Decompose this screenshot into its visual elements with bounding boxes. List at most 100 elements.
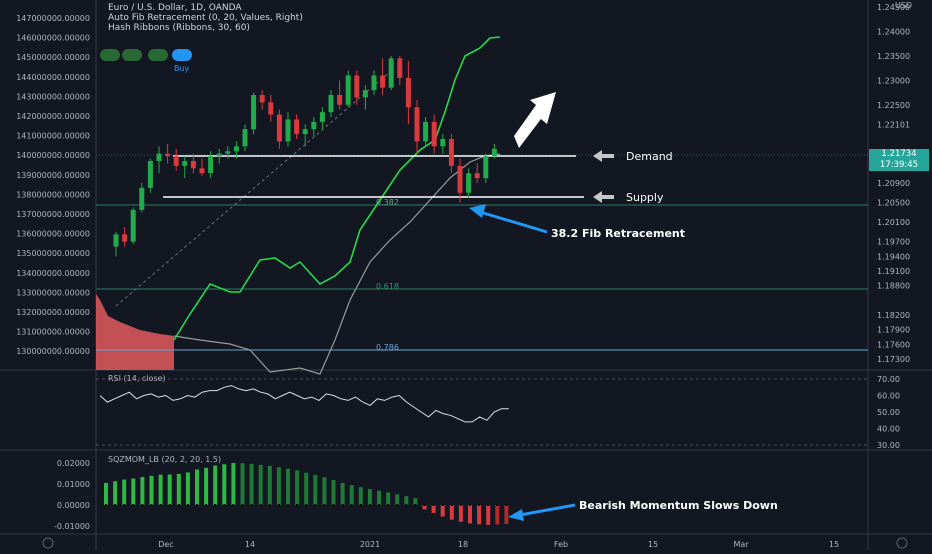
symbol-legend[interactable]: Euro / U.S. Dollar, 1D, OANDA (108, 3, 242, 13)
momentum-note-arrow-shaft (519, 503, 576, 517)
hash-ribbons-legend[interactable]: Hash Ribbons (Ribbons, 30, 60) (108, 23, 250, 33)
candle-body (345, 75, 351, 105)
sqzmom-zero-dot (432, 504, 435, 506)
time-axis-label: Mar (733, 540, 749, 549)
candle-body (414, 107, 420, 142)
sqzmom-bar (258, 464, 263, 505)
sqzmom-zero-dot (268, 504, 271, 506)
sqzmom-zero-dot (159, 504, 162, 506)
sqzmom-zero-dot (186, 504, 189, 506)
demand-label: Demand (626, 150, 673, 163)
sqzmom-bar (313, 474, 318, 505)
hash-ribbon-green-line (173, 36, 501, 341)
left-axis-label: 145000000.00000 (16, 53, 90, 62)
right-axis-label: 1.17300 (877, 355, 910, 364)
sqzmom-bar (449, 505, 454, 520)
sqzmom-bar (468, 505, 472, 524)
rsi-axis-label: 30.00 (877, 441, 900, 450)
sqzmom-zero-dot (241, 504, 244, 506)
right-axis-label: 1.20500 (877, 199, 910, 208)
candle-body (294, 119, 300, 135)
candle-body (113, 234, 119, 247)
scale-corner-icon[interactable] (896, 537, 908, 549)
right-axis-label: 1.19100 (877, 267, 910, 276)
ribbon-pill-3 (148, 49, 168, 61)
fib-label-0786: 0.786 (376, 343, 399, 352)
sqzmom-zero-dot (414, 504, 417, 506)
sqzmom-zero-dot (114, 504, 117, 506)
rsi-axis-label: 40.00 (877, 425, 900, 434)
rsi-axis: 70.00 60.00 50.00 40.00 30.00 (877, 375, 900, 450)
candle-body (251, 95, 257, 130)
sqzmom-bar (276, 467, 281, 505)
sqzmom-bar (395, 494, 400, 505)
left-axis-label: 133000000.00000 (16, 288, 90, 297)
right-axis-label: 1.19700 (877, 238, 910, 247)
right-axis-label: 1.19400 (877, 252, 910, 261)
sqzmom-bar (222, 464, 227, 505)
sqzmom-zero-dot (459, 504, 462, 506)
time-axis[interactable]: Dec 14 2021 18 Feb 15 Mar 15 (158, 540, 839, 549)
sqzmom-bar (286, 468, 290, 505)
ribbon-pill-1 (100, 49, 120, 61)
sqzmom-bar (486, 505, 491, 525)
sqzmom-bar (422, 505, 427, 510)
sqzmom-bar (295, 470, 300, 505)
settings-corner-icon[interactable] (42, 537, 54, 549)
right-axis-label: 1.22101 (877, 120, 910, 129)
sqzmom-bar (404, 496, 409, 505)
sqzmom-zero-dot (132, 504, 135, 506)
left-axis-label: 147000000.00000 (16, 14, 90, 23)
fib-note-arrow-icon (469, 204, 486, 218)
rsi-axis-label: 70.00 (877, 375, 900, 384)
supply-arrow-icon (593, 191, 614, 203)
right-axis-unit: USD (895, 1, 912, 10)
sqzmom-zero-dot (205, 504, 208, 506)
fib-indicator-legend[interactable]: Auto Fib Retracement (0, 20, Values, Rig… (108, 13, 303, 23)
candle-body (199, 168, 205, 174)
candle-body (173, 156, 179, 166)
sqzmom-zero-dot (387, 504, 390, 506)
candle-body (337, 95, 343, 105)
sqzmom-zero-dot (350, 504, 353, 506)
time-axis-label: 14 (245, 540, 255, 549)
sqzmom-bar (431, 505, 436, 513)
candle-body (268, 102, 274, 115)
sqzmom-zero-dot (332, 504, 335, 506)
candle-body (440, 139, 446, 147)
fib-retracement-note: 38.2 Fib Retracement (551, 227, 685, 240)
sqzmom-bar (458, 505, 463, 522)
left-axis-label: 137000000.00000 (16, 210, 90, 219)
sqzmom-bar (167, 474, 172, 505)
left-axis-label: 142000000.00000 (16, 112, 90, 121)
fib-trend-line[interactable] (115, 71, 391, 307)
sqzmom-zero-dot (359, 504, 362, 506)
candle-body (423, 121, 429, 142)
left-axis-label: 144000000.00000 (16, 73, 90, 82)
sqzmom-bar (113, 481, 118, 505)
sqzmom-zero-dot (341, 504, 344, 506)
sqzmom-bar (131, 478, 136, 505)
sqzmom-bar (249, 463, 254, 505)
candlestick-series[interactable] (113, 55, 497, 257)
time-axis-label: 18 (458, 540, 468, 549)
sqzmom-bar (231, 463, 236, 505)
rsi-title: RSI (14, close) (108, 374, 166, 383)
sqzmom-bar (322, 477, 327, 505)
bullish-arrow-icon (514, 92, 556, 148)
sqzmom-zero-dot (423, 504, 426, 506)
sqzmom-axis-label: 0.00000 (57, 501, 90, 510)
candle-body (302, 129, 308, 135)
candle-body (354, 75, 360, 98)
sqzmom-bar (204, 467, 209, 505)
sqzmom-bar (349, 485, 354, 505)
left-price-axis[interactable]: 147000000.00000 146000000.00000 145000000.… (16, 14, 90, 356)
candle-body (156, 153, 162, 161)
candle-body (380, 75, 386, 88)
right-axis-label: 1.23500 (877, 52, 910, 61)
sqzmom-bar (104, 482, 108, 505)
time-axis-label: 2021 (360, 540, 380, 549)
sqzmom-zero-dot (478, 504, 481, 506)
